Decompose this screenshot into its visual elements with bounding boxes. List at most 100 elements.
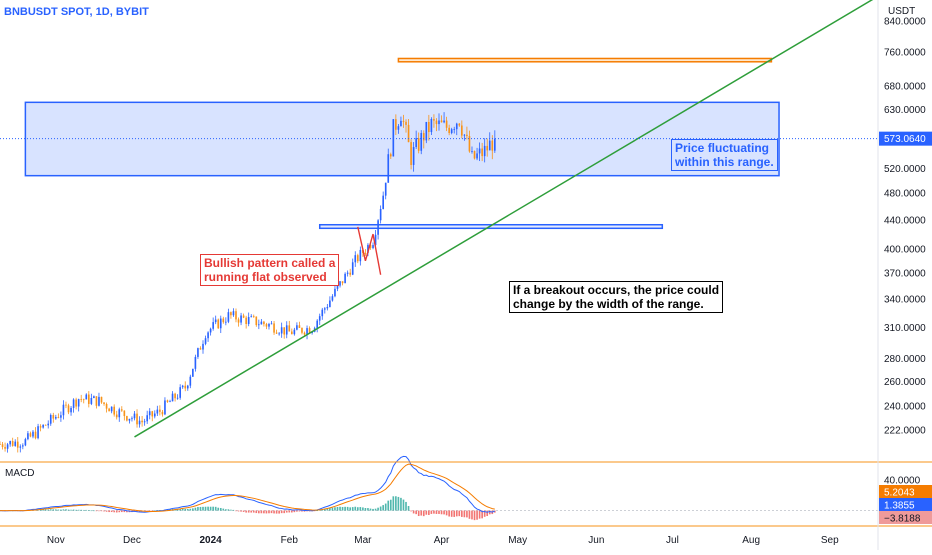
running-flat-annotation[interactable]: Bullish pattern called a running flat ob…	[200, 254, 340, 286]
macd-histogram-bar	[77, 509, 80, 511]
macd-indicator-label[interactable]: MACD	[5, 468, 35, 479]
range-annotation[interactable]: Price fluctuating within this range.	[671, 139, 778, 171]
candle-body	[448, 127, 450, 134]
candle-body	[24, 439, 27, 446]
candle	[260, 319, 263, 325]
candle	[438, 113, 440, 131]
y-tick-label: 400.0000	[884, 245, 926, 256]
macd-histogram-bar	[440, 510, 443, 515]
candle-body	[128, 418, 131, 421]
candle-body	[141, 420, 143, 423]
candle-body	[207, 332, 209, 339]
candle	[143, 418, 146, 426]
candle	[60, 411, 62, 422]
candle	[412, 142, 415, 172]
macd-histogram-bar	[260, 510, 263, 514]
macd-line-value-bg	[879, 498, 932, 511]
candle	[141, 415, 143, 427]
candle-body	[60, 415, 62, 418]
candle	[491, 135, 494, 160]
candle-body	[339, 281, 341, 286]
candle-body	[450, 129, 453, 134]
candle	[202, 340, 204, 354]
macd-histogram-bar	[293, 510, 296, 513]
candle-body	[85, 394, 88, 400]
candle-body	[186, 385, 189, 389]
candle-body	[334, 288, 336, 297]
candle-body	[387, 154, 390, 183]
current-price-tag	[879, 131, 932, 146]
candle	[341, 281, 344, 286]
macd-histogram-bar	[219, 507, 222, 511]
trendline	[134, 0, 874, 438]
macd-histogram-bar	[351, 507, 354, 511]
candle-body	[174, 393, 176, 399]
candle-body	[153, 413, 156, 417]
candle-body	[11, 441, 14, 446]
candle	[65, 401, 67, 409]
candle-body	[80, 399, 83, 400]
candle-body	[280, 327, 283, 334]
breakout-annotation[interactable]: If a breakout occurs, the price could ch…	[509, 281, 724, 313]
candle	[494, 130, 496, 153]
macd-histogram-bar	[250, 510, 253, 513]
candle-body	[303, 332, 306, 335]
candle-body	[285, 325, 288, 335]
candle-body	[4, 446, 6, 449]
macd-histogram-bar	[461, 510, 463, 517]
macd-histogram-bar	[93, 510, 95, 512]
candle	[395, 114, 397, 136]
candle	[389, 152, 392, 159]
macd-histogram-bar	[280, 510, 283, 514]
x-tick-label: 2024	[199, 535, 222, 546]
candle-body	[120, 409, 123, 411]
macd-histogram-bar	[181, 508, 184, 511]
symbol-title[interactable]: BNBUSDT SPOT, 1D, BYBIT	[4, 6, 149, 18]
candle	[379, 205, 382, 224]
candle	[339, 280, 341, 288]
candle	[290, 328, 293, 335]
candle	[171, 391, 174, 402]
candle-body	[133, 413, 136, 419]
x-tick-label: May	[508, 535, 527, 546]
macd-histogram-bar	[362, 507, 364, 511]
candle-body	[67, 405, 70, 413]
candle	[32, 429, 34, 439]
candle-body	[131, 418, 133, 420]
candle-body	[397, 126, 400, 130]
candle-body	[222, 318, 225, 323]
macd-histogram-bar	[62, 509, 65, 511]
macd-histogram-bar	[57, 509, 60, 511]
candle	[448, 124, 450, 136]
candle	[334, 285, 336, 298]
candle-body	[273, 323, 275, 333]
candle	[176, 394, 179, 400]
candle-body	[278, 333, 280, 335]
candle	[268, 322, 270, 330]
macd-histogram-bar	[486, 510, 489, 517]
candle	[217, 318, 220, 329]
candle	[87, 391, 90, 408]
candle-body	[336, 285, 339, 289]
macd-signal-line	[0, 463, 495, 512]
candle-body	[169, 401, 171, 403]
candle-body	[346, 272, 349, 274]
candle-body	[344, 273, 346, 284]
breakout-note-line-1: If a breakout occurs, the price could	[513, 283, 720, 297]
candle	[455, 122, 458, 136]
y-tick-label: 340.0000	[884, 295, 926, 306]
candle	[103, 402, 105, 406]
macd-histogram-bar	[471, 510, 473, 520]
candle-body	[400, 120, 402, 127]
candle-body	[463, 134, 466, 136]
macd-histogram-bar	[247, 510, 250, 513]
macd-histogram-bar	[199, 506, 202, 511]
x-tick-label: Aug	[742, 535, 760, 546]
macd-histogram-bar	[382, 505, 384, 511]
candle	[410, 139, 412, 170]
macd-histogram-bar	[230, 509, 232, 511]
candle-body	[217, 319, 220, 329]
currency-label[interactable]: USDT	[888, 6, 916, 17]
